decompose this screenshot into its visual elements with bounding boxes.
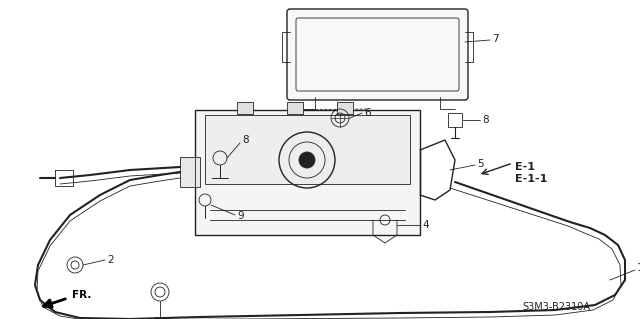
Bar [337, 102, 353, 114]
Text: 6: 6 [364, 108, 371, 118]
Bar [180, 157, 200, 187]
Bar [448, 113, 462, 127]
Circle shape [299, 152, 315, 168]
Text: 8: 8 [482, 115, 488, 125]
Bar [195, 110, 420, 235]
Text: 5: 5 [477, 159, 484, 169]
Text: E-1: E-1 [515, 162, 535, 172]
Bar [287, 102, 303, 114]
Text: FR.: FR. [72, 290, 92, 300]
Text: E-1-1: E-1-1 [515, 174, 547, 184]
Text: 3: 3 [153, 317, 159, 319]
Text: 2: 2 [107, 255, 114, 265]
Bar [237, 102, 253, 114]
FancyBboxPatch shape [287, 9, 468, 100]
Text: 4: 4 [422, 220, 429, 230]
Text: S3M3-B2310A: S3M3-B2310A [522, 302, 590, 312]
Bar [205, 115, 410, 184]
Text: 8: 8 [242, 135, 248, 145]
Text: 1: 1 [637, 263, 640, 273]
Text: 9: 9 [237, 211, 244, 221]
Text: 7: 7 [492, 34, 499, 44]
